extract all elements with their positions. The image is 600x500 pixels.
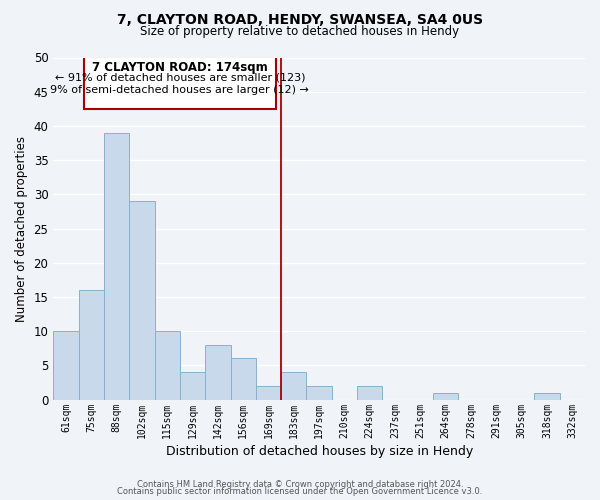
- Bar: [230, 358, 256, 400]
- Polygon shape: [83, 54, 276, 109]
- X-axis label: Distribution of detached houses by size in Hendy: Distribution of detached houses by size …: [166, 444, 473, 458]
- Bar: [256, 386, 281, 400]
- Bar: [104, 132, 129, 400]
- Text: ← 91% of detached houses are smaller (123): ← 91% of detached houses are smaller (12…: [55, 72, 305, 83]
- Bar: [129, 201, 155, 400]
- Text: Contains HM Land Registry data © Crown copyright and database right 2024.: Contains HM Land Registry data © Crown c…: [137, 480, 463, 489]
- Bar: [53, 331, 79, 400]
- Bar: [535, 392, 560, 400]
- Bar: [155, 331, 180, 400]
- Text: Size of property relative to detached houses in Hendy: Size of property relative to detached ho…: [140, 25, 460, 38]
- Bar: [357, 386, 382, 400]
- Text: Contains public sector information licensed under the Open Government Licence v3: Contains public sector information licen…: [118, 487, 482, 496]
- Bar: [180, 372, 205, 400]
- Bar: [433, 392, 458, 400]
- Bar: [205, 345, 230, 400]
- Text: 9% of semi-detached houses are larger (12) →: 9% of semi-detached houses are larger (1…: [50, 85, 310, 95]
- Text: 7, CLAYTON ROAD, HENDY, SWANSEA, SA4 0US: 7, CLAYTON ROAD, HENDY, SWANSEA, SA4 0US: [117, 12, 483, 26]
- Bar: [281, 372, 307, 400]
- Y-axis label: Number of detached properties: Number of detached properties: [15, 136, 28, 322]
- Bar: [307, 386, 332, 400]
- Bar: [79, 290, 104, 400]
- Text: 7 CLAYTON ROAD: 174sqm: 7 CLAYTON ROAD: 174sqm: [92, 61, 268, 74]
